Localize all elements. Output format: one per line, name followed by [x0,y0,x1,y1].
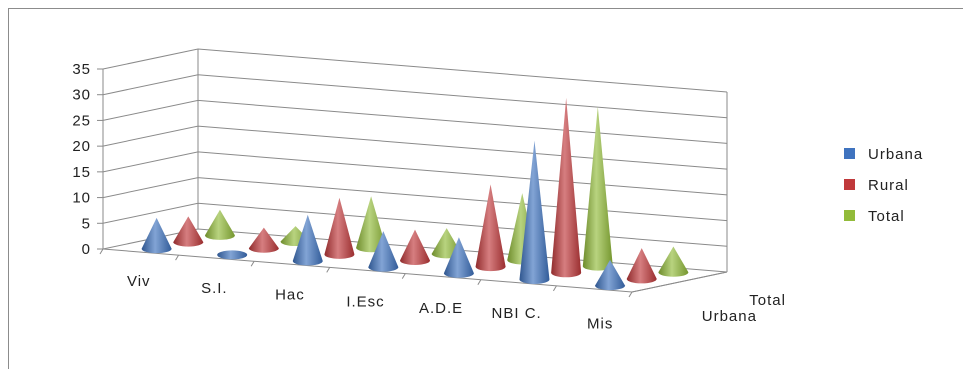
legend-label: Total [868,208,905,225]
gridline [102,74,728,119]
x-tick-mark [628,291,633,298]
depth-axis-line [631,271,728,293]
cone [292,214,323,266]
cone [582,106,613,271]
y-tick-label: 10 [72,190,91,207]
x-tick-mark [477,279,482,285]
cone [217,250,248,260]
x-tick-mark [326,267,331,273]
x-tick-label: Viv [127,273,151,290]
gridline [102,177,728,222]
y-tick-label: 15 [72,164,91,181]
legend-label: Urbana [868,146,923,163]
x-tick-label: A.D.E [419,300,463,317]
legend-label: Rural [868,177,909,194]
cone [324,197,355,259]
gridline [102,125,728,170]
chart-cones [141,97,689,291]
cone [443,237,474,278]
cone [595,259,626,291]
y-tick-label: 25 [72,112,91,129]
cone [356,196,387,253]
x-tick-label: Mis [587,316,613,333]
chart-frame [8,8,963,369]
cone [141,217,172,254]
x-tick-mark [175,254,180,261]
x-tick-label: S.I. [201,280,228,297]
legend-swatch [844,179,855,190]
cone [400,229,430,265]
cone [519,140,550,284]
gridline [102,151,728,196]
depth-axis-label: Urbana [702,308,757,325]
x-tick-mark [552,285,557,292]
y-axis: 0 5 10 15 20 25 30 35 [72,61,103,258]
legend-swatch [844,210,855,221]
x-tick-mark [401,273,406,279]
cone [368,231,399,272]
y-tick-label: 30 [72,87,91,104]
depth-axis-label: Total [749,292,786,309]
gridline [102,48,728,93]
x-tick-label: Hac [275,287,305,304]
x-tick-mark [99,248,104,255]
y-tick-label: 0 [82,241,91,258]
cone [626,248,657,284]
cone [551,97,582,278]
cone [173,216,204,247]
legend-swatch [844,148,855,159]
x-tick-label: NBI C. [492,305,542,322]
gridline [102,99,728,144]
cone [658,246,689,277]
cone [475,184,506,272]
chart-legend: Urbana Rural Total [844,146,923,225]
x-tick-label: I.Esc [346,293,384,310]
y-tick-label: 20 [72,138,91,155]
x-axis: Viv S.I. Hac I.Esc A.D.E NBI C. Mis [127,273,613,333]
y-tick-label: 5 [82,215,91,232]
y-tick-label: 35 [72,61,91,78]
x-tick-mark [250,261,255,267]
cone [204,209,235,240]
cone [248,227,279,253]
